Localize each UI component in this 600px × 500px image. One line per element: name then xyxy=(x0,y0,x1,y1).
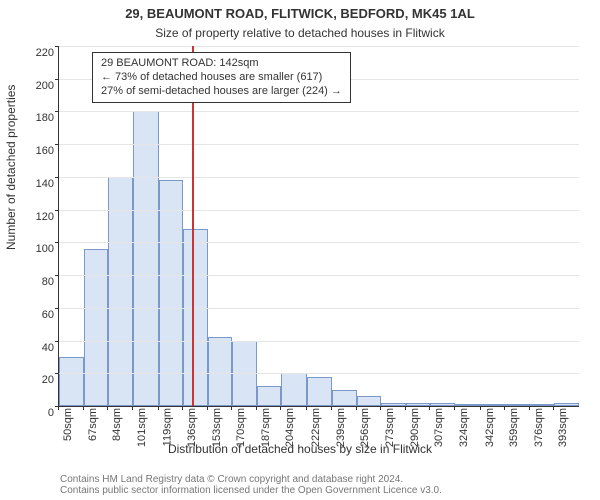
ytick-label: 40 xyxy=(42,342,54,354)
histogram-bar xyxy=(108,177,133,406)
footer-line2: Contains public sector information licen… xyxy=(60,485,590,496)
histogram-bar xyxy=(332,390,357,406)
info-box-line1: 29 BEAUMONT ROAD: 142sqm xyxy=(101,57,342,71)
ytick-mark xyxy=(55,308,59,309)
ytick-mark xyxy=(55,242,59,243)
y-tick-band: 020406080100120140160180200220 xyxy=(0,46,56,406)
ytick-label: 80 xyxy=(42,276,54,288)
gridline-h xyxy=(59,210,579,211)
marker-info-box: 29 BEAUMONT ROAD: 142sqm ← 73% of detach… xyxy=(92,52,351,103)
ytick-mark xyxy=(55,177,59,178)
histogram-bar xyxy=(84,249,109,406)
xtick-label: 67sqm xyxy=(87,408,99,441)
histogram-bar xyxy=(281,373,307,406)
ytick-label: 100 xyxy=(36,243,54,255)
xtick-mark xyxy=(256,406,257,410)
xtick-mark xyxy=(280,406,281,410)
info-box-line3: 27% of semi-detached houses are larger (… xyxy=(101,85,342,99)
xtick-label: 50sqm xyxy=(62,408,74,441)
xtick-mark xyxy=(231,406,232,410)
xtick-mark xyxy=(405,406,406,410)
xtick-mark xyxy=(429,406,430,410)
ytick-mark xyxy=(55,79,59,80)
gridline-h xyxy=(59,144,579,145)
gridline-h xyxy=(59,275,579,276)
x-tick-band: 50sqm67sqm84sqm101sqm119sqm136sqm153sqm1… xyxy=(58,406,578,446)
xtick-mark xyxy=(504,406,505,410)
xtick-mark xyxy=(480,406,481,410)
xtick-mark xyxy=(182,406,183,410)
histogram-bar xyxy=(159,180,184,406)
xtick-mark xyxy=(207,406,208,410)
gridline-h xyxy=(59,242,579,243)
xtick-mark xyxy=(306,406,307,410)
footer-attribution: Contains HM Land Registry data © Crown c… xyxy=(60,474,590,496)
gridline-h xyxy=(59,341,579,342)
xtick-mark xyxy=(553,406,554,410)
ytick-mark xyxy=(55,144,59,145)
ytick-mark xyxy=(55,341,59,342)
xtick-mark xyxy=(132,406,133,410)
ytick-label: 60 xyxy=(42,309,54,321)
chart-title-main: 29, BEAUMONT ROAD, FLITWICK, BEDFORD, MK… xyxy=(0,6,600,21)
info-box-line2: ← 73% of detached houses are smaller (61… xyxy=(101,71,342,85)
xtick-label: 119sqm xyxy=(162,408,174,446)
ytick-label: 120 xyxy=(36,211,54,223)
histogram-bar xyxy=(357,396,382,406)
ytick-mark xyxy=(55,111,59,112)
ytick-mark xyxy=(55,275,59,276)
gridline-h xyxy=(59,308,579,309)
xtick-mark xyxy=(454,406,455,410)
ytick-mark xyxy=(55,46,59,47)
gridline-h xyxy=(59,111,579,112)
xtick-mark xyxy=(83,406,84,410)
xtick-mark xyxy=(356,406,357,410)
ytick-label: 200 xyxy=(36,80,54,92)
ytick-label: 180 xyxy=(36,112,54,124)
ytick-label: 160 xyxy=(36,145,54,157)
xtick-mark xyxy=(58,406,59,410)
histogram-bar xyxy=(133,111,159,406)
xtick-mark xyxy=(107,406,108,410)
histogram-bar xyxy=(208,337,233,406)
gridline-h xyxy=(59,46,579,47)
xtick-mark xyxy=(529,406,530,410)
x-axis-label: Distribution of detached houses by size … xyxy=(0,442,600,456)
gridline-h xyxy=(59,373,579,374)
histogram-bar xyxy=(257,386,282,406)
ytick-label: 20 xyxy=(42,374,54,386)
gridline-h xyxy=(59,177,579,178)
histogram-bar xyxy=(59,357,84,406)
chart-title-sub: Size of property relative to detached ho… xyxy=(0,26,600,40)
footer-line1: Contains HM Land Registry data © Crown c… xyxy=(60,474,590,485)
xtick-mark xyxy=(380,406,381,410)
histogram-bar xyxy=(307,377,332,406)
ytick-mark xyxy=(55,210,59,211)
xtick-mark xyxy=(158,406,159,410)
ytick-label: 0 xyxy=(48,407,54,419)
xtick-mark xyxy=(331,406,332,410)
xtick-label: 84sqm xyxy=(111,408,123,441)
ytick-mark xyxy=(55,373,59,374)
histogram-bar xyxy=(183,229,208,406)
ytick-label: 220 xyxy=(36,47,54,59)
ytick-label: 140 xyxy=(36,178,54,190)
